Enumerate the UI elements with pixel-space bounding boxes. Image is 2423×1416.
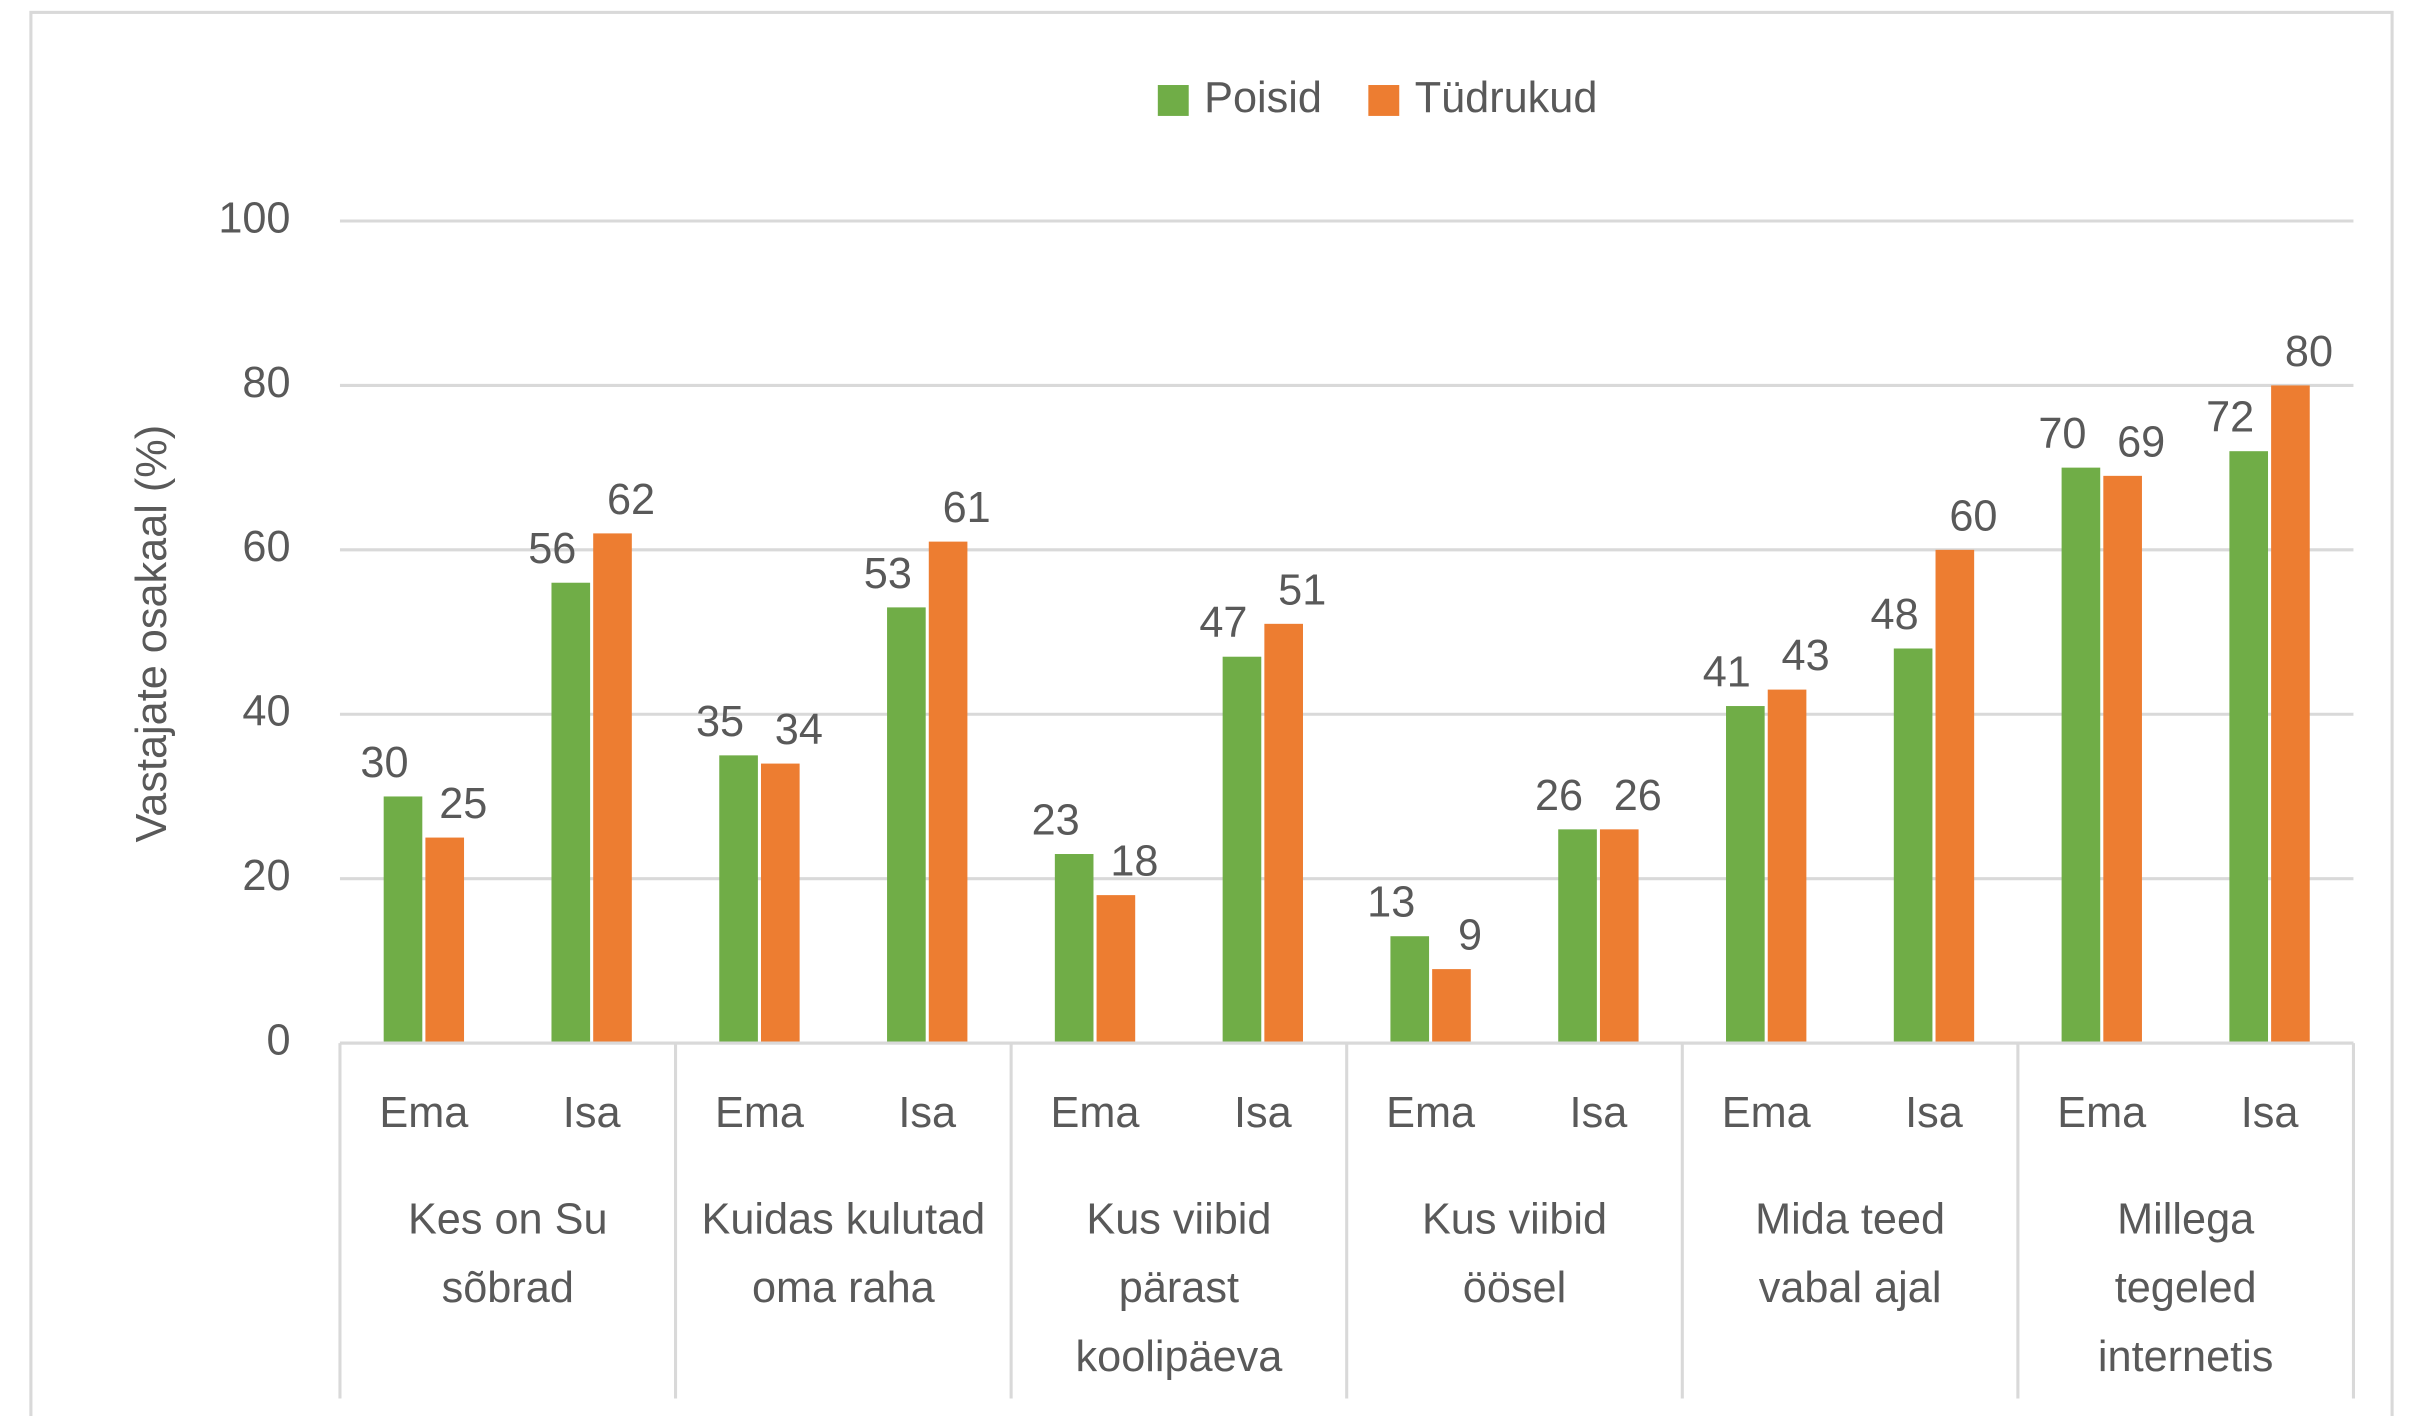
bar xyxy=(593,533,632,1044)
x-tick-label: Isa xyxy=(563,1089,622,1137)
bar xyxy=(1222,656,1262,1044)
y-tick-label: 80 xyxy=(242,359,290,407)
bar xyxy=(1599,829,1639,1044)
group-label-line: internetis xyxy=(2098,1333,2274,1381)
bar xyxy=(1935,549,1975,1044)
group-label-line: öösel xyxy=(1463,1265,1566,1313)
value-label: 80 xyxy=(2285,328,2333,376)
bar xyxy=(1390,936,1430,1044)
y-tick-label: 40 xyxy=(242,688,290,736)
bar xyxy=(1767,689,1807,1044)
group-label-line: pärast xyxy=(1119,1265,1239,1313)
value-label: 72 xyxy=(2206,394,2254,442)
y-tick-label: 60 xyxy=(242,523,290,571)
value-label: 48 xyxy=(1871,591,1919,639)
bar xyxy=(2271,385,2310,1044)
value-label: 35 xyxy=(696,698,744,746)
group-label: Kuidas kulutad oma raha xyxy=(701,1196,985,1313)
value-label: 26 xyxy=(1614,772,1662,820)
value-label: 18 xyxy=(1110,838,1158,886)
group-label-line: vabal ajal xyxy=(1759,1265,1942,1313)
legend-label: Tüdrukud xyxy=(1415,74,1598,122)
legend-swatch xyxy=(1157,85,1189,116)
value-label: 26 xyxy=(1535,772,1583,820)
value-label: 69 xyxy=(2117,418,2165,466)
value-label: 9 xyxy=(1458,912,1482,960)
legend-label: Poisid xyxy=(1204,74,1322,122)
x-tick-label: Isa xyxy=(2241,1089,2300,1137)
bar xyxy=(425,837,465,1044)
value-label: 53 xyxy=(864,550,912,598)
y-axis-title: Vastajate osakaal (%) xyxy=(128,425,176,842)
value-label: 23 xyxy=(1032,797,1080,845)
value-label: 41 xyxy=(1703,649,1751,697)
bar xyxy=(1558,829,1597,1044)
bar xyxy=(1726,706,1765,1044)
x-tick-label: Ema xyxy=(379,1089,469,1137)
x-tick-label: Isa xyxy=(898,1089,957,1137)
bar xyxy=(887,607,926,1044)
value-label: 30 xyxy=(360,739,408,787)
value-label: 51 xyxy=(1278,566,1326,614)
group-label-line: koolipäeva xyxy=(1076,1333,1284,1381)
group-label-line: Kuidas kulutad xyxy=(701,1196,985,1244)
bar xyxy=(1264,623,1303,1044)
group-label-line: Millega xyxy=(2117,1196,2255,1244)
group-label-line: Kes on Su xyxy=(408,1196,608,1244)
group-label: Kus viibid öösel xyxy=(1422,1196,1607,1313)
bar xyxy=(551,582,591,1044)
group-label-line: oma raha xyxy=(752,1265,936,1313)
y-tick-label: 100 xyxy=(218,194,290,242)
x-tick-label: Ema xyxy=(2057,1089,2147,1137)
x-tick-label: Ema xyxy=(1722,1089,1812,1137)
bar xyxy=(1096,895,1136,1044)
group-label-line: Mida teed xyxy=(1755,1196,1945,1244)
bar xyxy=(383,796,423,1044)
legend-swatch xyxy=(1368,85,1400,116)
value-label: 25 xyxy=(439,780,487,828)
group-label: Millega tegeled internetis xyxy=(2098,1196,2274,1382)
value-label: 43 xyxy=(1782,632,1830,680)
bar xyxy=(1054,854,1094,1044)
group-label: Mida teed vabal ajal xyxy=(1755,1196,1945,1313)
bar xyxy=(719,755,758,1044)
x-tick-label: Ema xyxy=(1051,1089,1141,1137)
x-tick-label: Ema xyxy=(715,1089,805,1137)
bar xyxy=(2061,467,2101,1044)
bar xyxy=(1893,648,1933,1044)
x-tick-label: Isa xyxy=(1234,1089,1293,1137)
bar xyxy=(2229,451,2269,1044)
group-label: Kes on Su sõbrad xyxy=(408,1196,608,1313)
x-tick-label: Ema xyxy=(1386,1089,1476,1137)
group-label-line: Kus viibid xyxy=(1086,1196,1271,1244)
value-label: 47 xyxy=(1199,599,1247,647)
bar xyxy=(2103,475,2142,1044)
bar xyxy=(760,763,800,1044)
y-tick-label: 20 xyxy=(242,852,290,900)
value-label: 61 xyxy=(943,484,991,532)
bar xyxy=(928,541,968,1044)
value-label: 60 xyxy=(1949,492,1997,540)
y-tick-label: 0 xyxy=(266,1017,290,1065)
value-label: 13 xyxy=(1367,879,1415,927)
group-label-line: tegeled xyxy=(2115,1265,2257,1313)
value-label: 34 xyxy=(775,706,823,754)
group-label: Kus viibid pärast koolipäeva xyxy=(1076,1196,1284,1382)
x-tick-label: Isa xyxy=(1570,1089,1629,1137)
value-label: 56 xyxy=(528,525,576,573)
value-label: 62 xyxy=(607,476,655,524)
value-label: 70 xyxy=(2038,410,2086,458)
legend-item: Tüdrukud xyxy=(1368,74,1597,122)
legend-item: Poisid xyxy=(1157,74,1322,122)
group-label-line: Kus viibid xyxy=(1422,1196,1607,1244)
bar xyxy=(1432,969,1471,1044)
group-label-line: sõbrad xyxy=(442,1265,574,1313)
x-tick-label: Isa xyxy=(1905,1089,1964,1137)
